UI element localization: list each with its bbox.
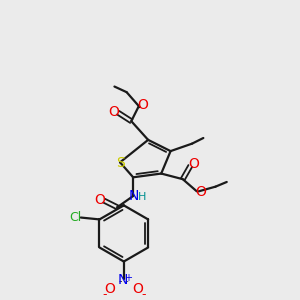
Text: O: O (195, 185, 206, 199)
Text: H: H (137, 192, 146, 202)
Text: Cl: Cl (69, 211, 81, 224)
Text: O: O (108, 105, 119, 119)
Text: +: + (124, 273, 133, 284)
Text: N: N (118, 273, 128, 287)
Text: N: N (129, 189, 139, 203)
Text: O: O (188, 157, 200, 171)
Text: O: O (132, 282, 143, 296)
Text: O: O (104, 282, 115, 296)
Text: S: S (116, 156, 124, 170)
Text: -: - (141, 288, 146, 300)
Text: O: O (137, 98, 148, 112)
Text: O: O (94, 193, 105, 207)
Text: -: - (103, 288, 107, 300)
